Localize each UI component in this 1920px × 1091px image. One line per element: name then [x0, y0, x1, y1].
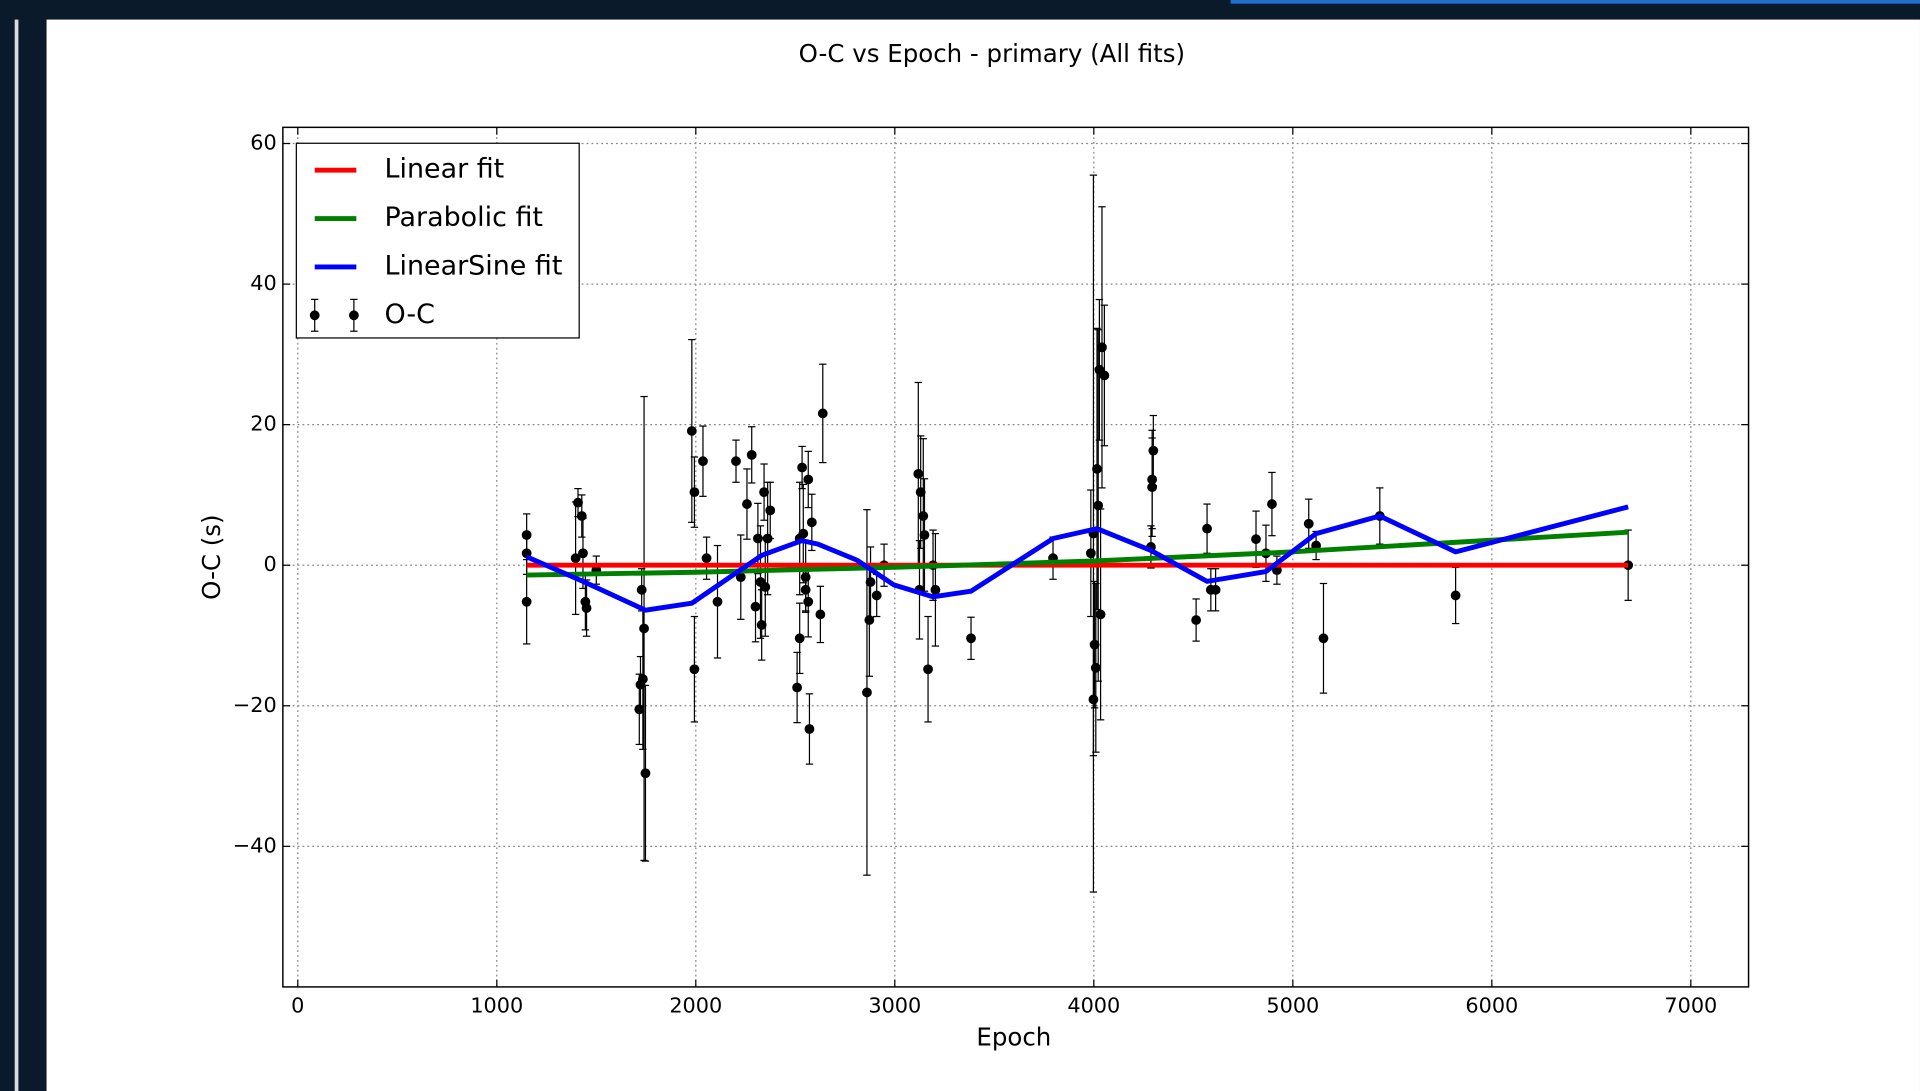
- x-tick-label: 2000: [669, 994, 722, 1018]
- x-tick-label: 0: [291, 994, 304, 1018]
- data-point: [634, 704, 645, 715]
- x-tick-label: 4000: [1067, 994, 1120, 1018]
- data-point: [753, 533, 763, 544]
- data-point: [864, 615, 875, 625]
- data-point: [871, 590, 882, 601]
- y-tick-label: −20: [233, 693, 277, 717]
- data-point: [637, 674, 648, 684]
- data-point: [919, 530, 930, 540]
- data-point: [750, 601, 761, 612]
- chart-title: O-C vs Epoch - primary (All fits): [799, 39, 1185, 68]
- x-tick-label: 6000: [1465, 994, 1518, 1018]
- data-point: [803, 474, 814, 485]
- data-point: [1147, 482, 1158, 493]
- data-point: [794, 633, 805, 644]
- fit-line: [526, 529, 1629, 578]
- data-point: [1099, 370, 1110, 381]
- data-point: [578, 548, 588, 559]
- data-point: [918, 511, 929, 521]
- data-point: [966, 633, 976, 644]
- data-point: [686, 426, 697, 436]
- data-point: [1089, 639, 1100, 650]
- data-point: [746, 449, 757, 460]
- data-point: [731, 456, 741, 467]
- data-point: [570, 553, 581, 564]
- legend-swatch: [348, 310, 359, 321]
- data-point: [804, 724, 815, 734]
- data-point: [639, 623, 649, 634]
- data-point: [1303, 518, 1314, 529]
- data-point: [581, 603, 592, 613]
- y-tick-label: 20: [250, 412, 276, 436]
- window-edge: [1230, 0, 1920, 4]
- legend-swatch: [309, 310, 320, 321]
- data-point: [640, 768, 651, 779]
- x-tick-label: 1000: [470, 994, 523, 1018]
- legend-label: O-C: [385, 299, 435, 330]
- x-tick-label: 3000: [868, 994, 921, 1018]
- left-border: [14, 19, 19, 1091]
- x-axis-label: Epoch: [976, 1022, 1051, 1051]
- data-point: [865, 577, 876, 587]
- y-tick-label: 0: [264, 552, 277, 576]
- data-point: [765, 505, 776, 516]
- plot-frame: [282, 126, 1750, 988]
- data-point: [689, 487, 700, 498]
- legend-label: Parabolic fit: [385, 202, 543, 233]
- fit-line: [525, 504, 1629, 613]
- data-point: [1191, 615, 1202, 625]
- data-point: [792, 682, 803, 693]
- data-point: [1092, 464, 1102, 474]
- x-tick-label: 7000: [1664, 994, 1717, 1018]
- data-point: [862, 687, 872, 698]
- data-point: [1267, 499, 1277, 509]
- data-point: [798, 528, 809, 539]
- data-point: [760, 582, 771, 592]
- data-point: [1450, 590, 1461, 601]
- legend-label: LinearSine fit: [385, 250, 563, 281]
- legend-label: Linear fit: [385, 154, 505, 185]
- data-point: [756, 620, 767, 630]
- data-point: [1251, 534, 1261, 545]
- y-tick-label: 60: [250, 131, 276, 155]
- data-point: [521, 596, 532, 607]
- x-tick-label: 5000: [1266, 994, 1319, 1018]
- data-point: [1093, 500, 1104, 511]
- data-point: [923, 664, 933, 675]
- data-point: [1318, 633, 1329, 644]
- data-point: [913, 468, 924, 479]
- data-point: [1095, 609, 1106, 620]
- data-point: [712, 596, 723, 607]
- legend-box: [295, 142, 580, 339]
- data-point: [803, 596, 814, 607]
- data-point: [1085, 548, 1096, 559]
- data-point: [1210, 584, 1221, 595]
- data-point: [800, 584, 811, 595]
- data-point: [689, 664, 700, 675]
- data-point: [1202, 523, 1212, 534]
- data-point: [735, 572, 746, 583]
- data-point: [742, 499, 752, 509]
- data-point: [576, 511, 587, 521]
- data-point: [797, 462, 807, 473]
- data-point: [817, 408, 828, 419]
- data-point: [759, 487, 769, 498]
- data-point: [1097, 342, 1107, 353]
- data-point: [701, 553, 712, 564]
- data-point: [1090, 662, 1101, 673]
- y-axis-label: O-C (s): [197, 514, 226, 599]
- data-point: [806, 517, 817, 528]
- data-point: [698, 456, 708, 467]
- data-point: [636, 584, 647, 595]
- data-point: [1148, 445, 1159, 456]
- y-tick-label: 40: [250, 271, 276, 295]
- data-point: [815, 609, 826, 620]
- data-point: [930, 584, 941, 595]
- y-tick-label: −40: [233, 833, 277, 857]
